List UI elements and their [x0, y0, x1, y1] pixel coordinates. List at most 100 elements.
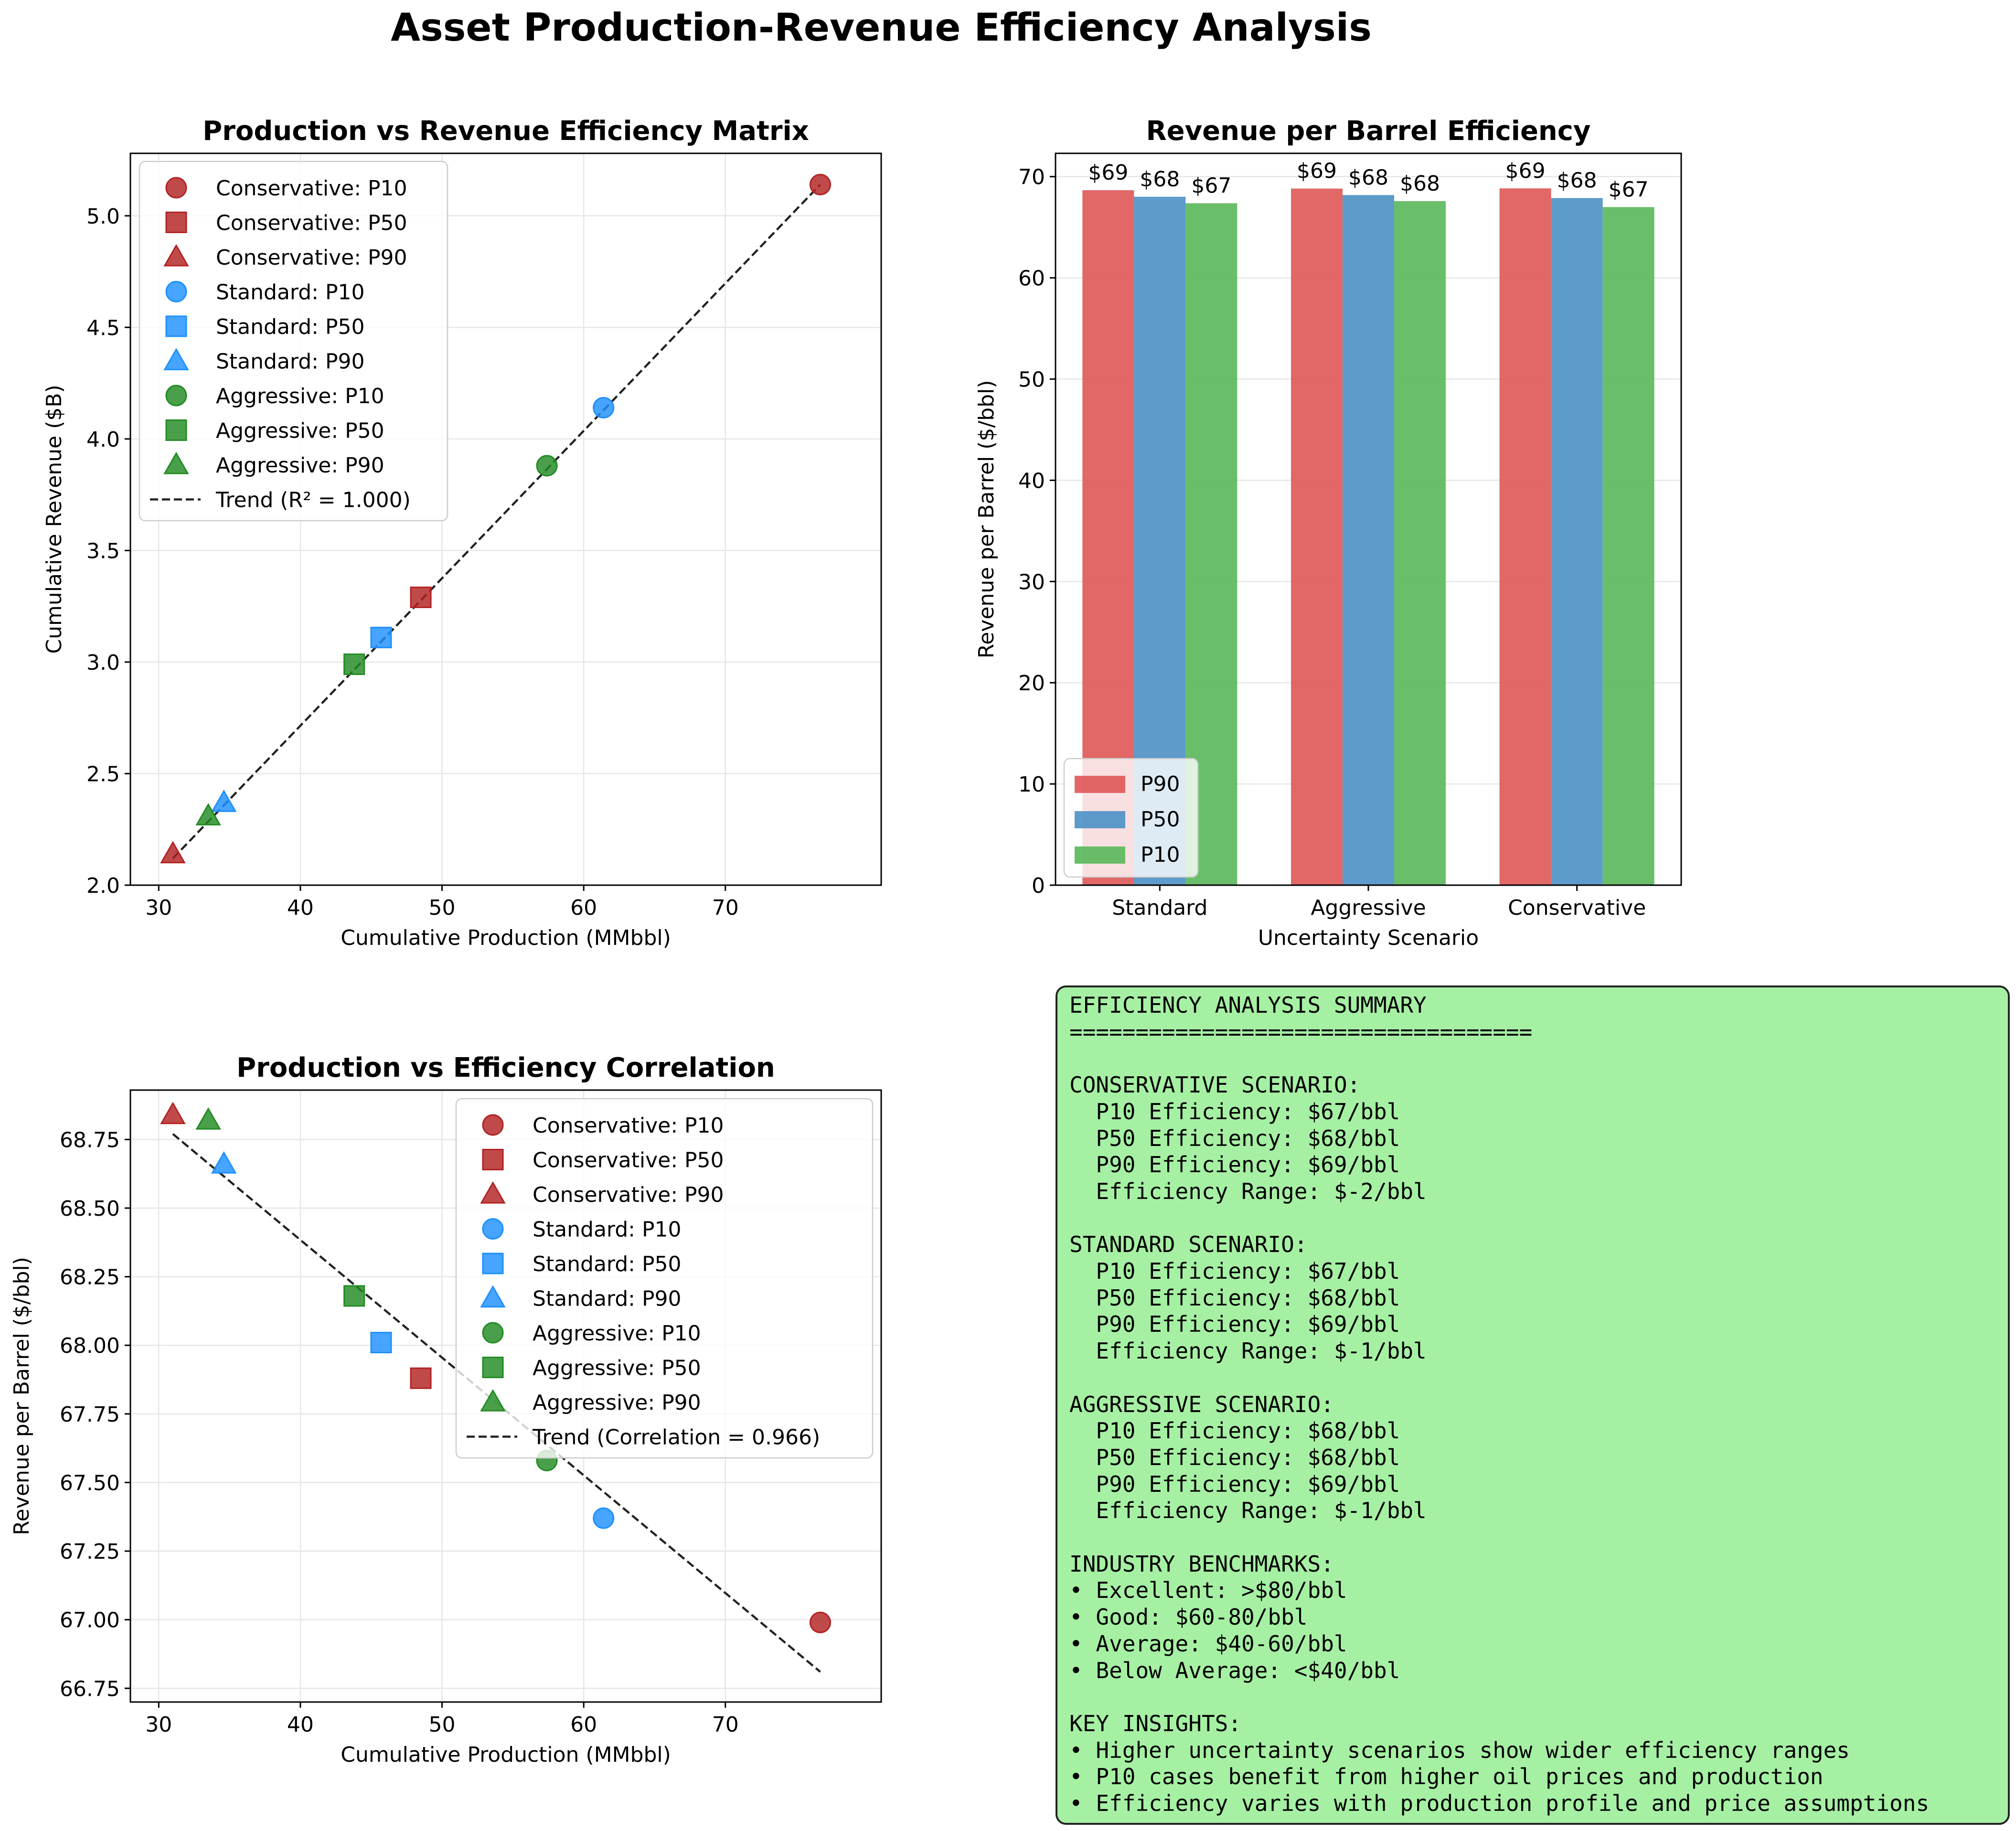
y-tick-label: 4.5 — [86, 316, 120, 340]
legend-marker-conservative-p10 — [165, 177, 187, 199]
legend-label: P90 — [1141, 772, 1180, 796]
summary-line — [1069, 1365, 2008, 1392]
data-point-conservative-p10 — [809, 173, 831, 195]
revenue-per-barrel-bar-chart: $69 $68 $67 Standard $69 $68 $68 Aggressive $69 $… — [974, 116, 1682, 950]
x-tick-label: Aggressive — [1311, 896, 1426, 920]
legend-marker-conservative-p50 — [482, 1149, 504, 1170]
summary-line: Efficiency Range: $-1/bbl — [1069, 1498, 1427, 1524]
y-tick-label: 66.75 — [60, 1677, 120, 1701]
bar-value-label: $67 — [1609, 178, 1649, 202]
summary-line: P50 Efficiency: $68/bbl — [1069, 1285, 1400, 1311]
summary-line: EFFICIENCY ANALYSIS SUMMARY — [1069, 992, 1427, 1018]
summary-line — [1069, 1524, 2008, 1551]
chart-title: Production vs Revenue Efficiency Matrix — [203, 116, 809, 147]
legend-marker-conservative-p50 — [165, 212, 187, 233]
legend-label: Conservative: P50 — [533, 1148, 724, 1173]
summary-line: STANDARD SCENARIO: — [1069, 1231, 1308, 1258]
legend-label: Standard: P10 — [533, 1218, 682, 1242]
legend-label: Conservative: P90 — [216, 246, 407, 270]
x-axis-label: Cumulative Production (MMbbl) — [341, 926, 671, 950]
trend-line — [172, 183, 821, 859]
summary-line: Efficiency Range: $-1/bbl — [1069, 1338, 1427, 1364]
y-tick-label: 60 — [1018, 267, 1045, 291]
legend-marker-aggressive-p50 — [482, 1357, 504, 1378]
summary-line: P90 Efficiency: $69/bbl — [1069, 1311, 1400, 1338]
y-tick-label: 70 — [1018, 165, 1045, 190]
bar-value-label: $68 — [1557, 169, 1597, 193]
x-tick-label: Standard — [1112, 896, 1207, 920]
y-tick-label: 4.0 — [86, 428, 120, 452]
legend-marker-conservative-p90 — [480, 1181, 506, 1204]
y-tick-label: 3.0 — [86, 651, 120, 675]
legend: P90 P50 P10 — [1063, 758, 1199, 878]
legend-label: Standard: P10 — [216, 280, 365, 305]
y-tick-label: 2.0 — [86, 874, 120, 898]
data-point-aggressive-p50 — [343, 1285, 365, 1307]
y-tick-label: 67.25 — [60, 1540, 120, 1564]
legend-label: Standard: P50 — [216, 315, 365, 339]
y-axis-label: Revenue per Barrel ($/bbl) — [10, 1257, 34, 1535]
summary-line: • Higher uncertainty scenarios show wide… — [1069, 1737, 1850, 1763]
y-tick-label: 50 — [1018, 368, 1045, 392]
summary-line — [1069, 1684, 2008, 1711]
legend-label: Conservative: P10 — [216, 176, 407, 201]
x-tick-label: 50 — [429, 896, 456, 920]
x-tick-label: 40 — [287, 896, 314, 920]
x-axis-label: Cumulative Production (MMbbl) — [341, 1743, 671, 1767]
bar-conservative-p50 — [1551, 198, 1603, 886]
legend-swatch-p10 — [1075, 846, 1125, 864]
legend-marker-aggressive-p10 — [165, 385, 187, 407]
legend-label: Conservative: P10 — [533, 1114, 724, 1138]
x-tick-label: 50 — [429, 1713, 456, 1737]
summary-line: P10 Efficiency: $67/bbl — [1069, 1098, 1400, 1124]
legend-swatch-p90 — [1075, 776, 1125, 793]
legend-label: Aggressive: P90 — [216, 453, 384, 478]
bar-conservative-p10 — [1602, 207, 1654, 886]
y-axis-label: Revenue per Barrel ($/bbl) — [974, 380, 999, 659]
bar-aggressive-p50 — [1343, 195, 1394, 886]
x-tick-label: 60 — [570, 1713, 597, 1737]
legend-label: Trend (Correlation = 0.966) — [532, 1425, 820, 1450]
data-point-aggressive-p50 — [343, 653, 365, 675]
summary-line: • Average: $40-60/bbl — [1069, 1630, 1347, 1657]
summary-line: P50 Efficiency: $68/bbl — [1069, 1444, 1400, 1470]
y-tick-label: 30 — [1018, 570, 1045, 594]
y-tick-label: 20 — [1018, 671, 1045, 696]
legend-label: Standard: P90 — [533, 1287, 682, 1311]
summary-line: Efficiency Range: $-2/bbl — [1069, 1178, 1427, 1204]
summary-line — [1069, 1045, 2008, 1072]
bar-value-label: $68 — [1348, 165, 1388, 190]
summary-line: • Below Average: <$40/bbl — [1069, 1657, 1400, 1683]
y-tick-label: 10 — [1018, 772, 1045, 797]
data-point-aggressive-p10 — [536, 455, 558, 477]
legend-marker-aggressive-p90 — [163, 451, 189, 474]
summary-line: P50 Efficiency: $68/bbl — [1069, 1125, 1400, 1151]
legend-swatch-p50 — [1075, 811, 1125, 828]
legend-marker-standard-p10 — [165, 281, 187, 302]
bar-value-label: $68 — [1400, 171, 1440, 196]
legend-label: Aggressive: P90 — [533, 1391, 701, 1415]
legend-label: Aggressive: P10 — [216, 384, 384, 408]
legend-label: Aggressive: P50 — [533, 1356, 701, 1381]
legend: Conservative: P10 Conservative: P50 Conser… — [139, 161, 448, 522]
legend-frame — [455, 1098, 874, 1459]
data-point-standard-p90 — [211, 790, 237, 812]
legend-marker-standard-p90 — [163, 348, 189, 371]
summary-line: P90 Efficiency: $69/bbl — [1069, 1152, 1400, 1178]
y-tick-label: 67.75 — [60, 1403, 120, 1427]
data-point-standard-p50 — [370, 1331, 392, 1353]
summary-line: • P10 cases benefit from higher oil pric… — [1069, 1764, 1824, 1790]
x-tick-label: 60 — [570, 896, 597, 920]
legend-marker-standard-p50 — [165, 315, 187, 337]
legend-marker-standard-p90 — [480, 1285, 506, 1308]
bar-conservative-p90 — [1499, 188, 1551, 885]
y-tick-label: 5.0 — [86, 204, 120, 229]
legend-label: Conservative: P50 — [216, 211, 407, 236]
data-point-conservative-p50 — [410, 1367, 432, 1389]
y-tick-label: 68.00 — [60, 1334, 120, 1358]
data-point-standard-p10 — [593, 396, 615, 418]
legend-marker-aggressive-p50 — [165, 419, 187, 441]
legend-label: P50 — [1141, 807, 1180, 832]
data-point-conservative-p10 — [809, 1611, 831, 1633]
